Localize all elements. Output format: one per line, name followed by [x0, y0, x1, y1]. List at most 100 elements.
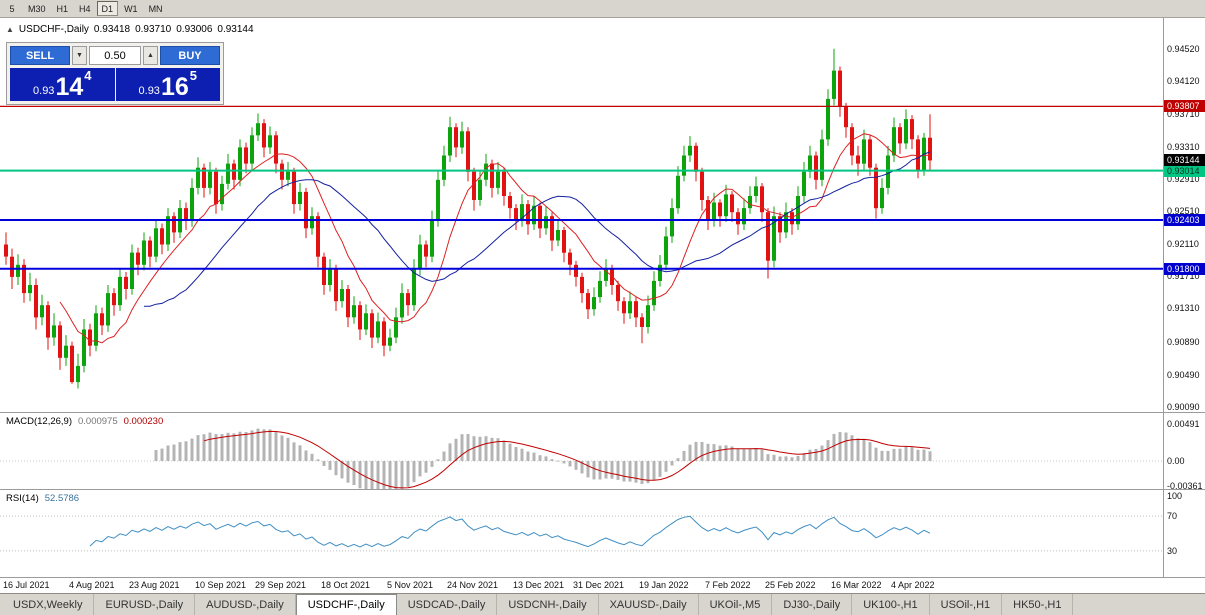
macd-chart [0, 413, 1163, 489]
rsi-axis[interactable]: 100 70 30 [1163, 490, 1205, 577]
ohlc-high: 0.93710 [135, 24, 172, 35]
macd-tick: -0.00361 [1167, 481, 1203, 491]
one-click-panel-toggle-icon[interactable]: ▲ [6, 25, 14, 34]
symbol-tab-usdchf-daily[interactable]: USDCHF-,Daily [295, 594, 397, 615]
date-label: 7 Feb 2022 [705, 580, 751, 590]
date-label: 18 Oct 2021 [321, 580, 371, 590]
symbol-tab-ukoil-m5[interactable]: UKOil-,M5 [699, 594, 773, 615]
one-click-trading-panel: SELL ▼ 0.50 ▲ BUY 0.93 14 4 0.93 16 5 [6, 42, 224, 105]
ohlc-close: 0.93144 [217, 24, 254, 35]
rsi-label: RSI(14) 52.5786 [6, 493, 79, 504]
timeframe-button-h4[interactable]: H4 [74, 1, 96, 16]
lot-decrement-button[interactable]: ▼ [72, 46, 87, 65]
sell-price-pip: 4 [84, 68, 92, 83]
date-label: 13 Dec 2021 [513, 580, 565, 590]
date-label: 29 Sep 2021 [255, 580, 307, 590]
timeframe-button-w1[interactable]: W1 [119, 1, 143, 16]
macd-name: MACD(12,26,9) [6, 416, 72, 427]
price-tick: 0.93710 [1167, 109, 1200, 120]
price-tick: 0.90490 [1167, 369, 1200, 380]
macd-signal-value: 0.000230 [123, 416, 164, 427]
sell-price-display[interactable]: 0.93 14 4 [10, 68, 115, 101]
candlestick-chart[interactable] [0, 18, 1163, 412]
price-tick: 0.94520 [1167, 43, 1200, 54]
price-axis[interactable]: 0.94520 0.94120 0.93710 0.93310 0.92910 0.925… [1163, 18, 1205, 412]
date-label: 5 Nov 2021 [387, 580, 434, 590]
chart-tabs-bar: USDX,Weekly EURUSD-,Daily AUDUSD-,Daily USD… [0, 593, 1205, 615]
price-level-badge: 0.93807 [1164, 100, 1205, 113]
date-label: 31 Dec 2021 [573, 580, 625, 590]
price-tick: 0.94120 [1167, 76, 1200, 87]
price-tick: 0.92110 [1167, 238, 1199, 249]
sell-price-main: 14 [55, 73, 84, 101]
lot-increment-button[interactable]: ▲ [143, 46, 158, 65]
lot-size-field[interactable]: 0.50 [89, 46, 141, 65]
pane-splitter[interactable] [0, 489, 1205, 490]
price-tick: 0.91310 [1167, 303, 1200, 314]
symbol-tab-eurusd-daily[interactable]: EURUSD-,Daily [94, 594, 196, 615]
rsi-tick: 30 [1167, 545, 1178, 556]
chart-title: ▲ USDCHF-,Daily 0.93418 0.93710 0.93006 … [6, 24, 254, 35]
date-label: 10 Sep 2021 [195, 580, 247, 590]
buy-price-prefix: 0.93 [138, 85, 160, 97]
date-label: 25 Feb 2022 [765, 580, 816, 590]
sell-button[interactable]: SELL [10, 46, 70, 65]
price-tick: 0.90090 [1167, 402, 1200, 413]
price-level-badge: 0.91800 [1164, 262, 1205, 275]
buy-price-pip: 5 [189, 68, 197, 83]
rsi-value: 52.5786 [44, 493, 80, 504]
lot-size-value: 0.50 [104, 49, 126, 62]
ohlc-open: 0.93418 [93, 24, 131, 35]
timeframe-button-d1[interactable]: D1 [96, 1, 119, 16]
symbol-tab-uk100-h1[interactable]: UK100-,H1 [852, 594, 930, 615]
pane-splitter [0, 577, 1205, 578]
symbol-tab-xauusd-daily[interactable]: XAUUSD-,Daily [599, 594, 699, 615]
date-label: 4 Aug 2021 [69, 580, 115, 590]
price-tick: 0.90890 [1167, 337, 1200, 348]
date-label: 19 Jan 2022 [639, 580, 689, 590]
timeframe-button-m30[interactable]: M30 [23, 1, 51, 16]
buy-price-display[interactable]: 0.93 16 5 [115, 68, 220, 101]
time-axis[interactable]: 16 Jul 2021 4 Aug 2021 23 Aug 2021 10 Sep 2… [0, 578, 1205, 593]
price-tick: 0.92510 [1167, 206, 1200, 217]
symbol-tab-audusd-daily[interactable]: AUDUSD-,Daily [195, 594, 296, 615]
symbol-tab-dj30-daily[interactable]: DJ30-,Daily [772, 594, 853, 615]
date-label: 16 Jul 2021 [3, 580, 50, 590]
rsi-pane: RSI(14) 52.5786 [0, 490, 1163, 577]
buy-price-main: 16 [160, 73, 189, 101]
macd-main-value: 0.000975 [78, 416, 118, 427]
macd-tick: 0.00491 [1167, 419, 1200, 429]
spin-down-icon: ▼ [76, 52, 83, 59]
macd-pane: MACD(12,26,9) 0.000975 0.000230 [0, 413, 1163, 489]
chart-symbol-period: USDCHF-,Daily [18, 24, 89, 35]
date-label: 23 Aug 2021 [129, 580, 180, 590]
price-tick: 0.92910 [1167, 174, 1200, 184]
date-label: 24 Nov 2021 [447, 580, 499, 590]
rsi-tick: 70 [1167, 511, 1178, 522]
timeframe-button-mn[interactable]: MN [144, 1, 168, 16]
price-tick: 0.93310 [1167, 141, 1200, 152]
macd-label: MACD(12,26,9) 0.000975 0.000230 [6, 416, 163, 427]
date-label: 16 Mar 2022 [831, 580, 882, 590]
macd-tick: 0.00 [1167, 456, 1185, 466]
symbol-tab-usdcad-daily[interactable]: USDCAD-,Daily [397, 594, 498, 615]
timeframe-button-m5[interactable]: 5 [2, 1, 22, 16]
date-label: 4 Apr 2022 [891, 580, 935, 590]
symbol-tab-usoil-h1[interactable]: USOil-,H1 [930, 594, 1003, 615]
timeframe-button-h1[interactable]: H1 [52, 1, 74, 16]
price-chart-pane[interactable]: ▲ USDCHF-,Daily 0.93418 0.93710 0.93006 … [0, 18, 1163, 412]
buy-button[interactable]: BUY [160, 46, 220, 65]
symbol-tab-usdcnh-daily[interactable]: USDCNH-,Daily [497, 594, 599, 615]
pane-splitter[interactable] [0, 412, 1205, 413]
price-tick: 0.91710 [1167, 271, 1200, 282]
last-price-badge: 0.93144 [1164, 154, 1205, 167]
rsi-tick: 100 [1167, 491, 1183, 501]
timeframe-toolbar: 5 M30 H1 H4 D1 W1 MN [0, 0, 1205, 18]
macd-axis[interactable]: 0.00491 0.00 -0.00361 [1163, 413, 1205, 491]
symbol-tab-usdx-weekly[interactable]: USDX,Weekly [2, 594, 95, 615]
rsi-chart [0, 490, 1163, 577]
sell-price-prefix: 0.93 [33, 85, 55, 97]
symbol-tab-hk50-h1[interactable]: HK50-,H1 [1002, 594, 1074, 615]
price-level-badge: 0.93014 [1164, 164, 1205, 177]
